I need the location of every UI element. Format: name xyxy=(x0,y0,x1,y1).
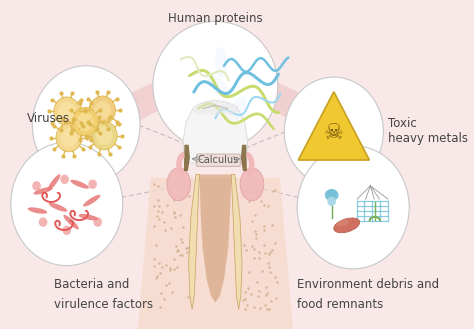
Ellipse shape xyxy=(334,218,360,233)
Circle shape xyxy=(32,181,41,190)
Ellipse shape xyxy=(70,180,89,189)
Text: Environment debris and: Environment debris and xyxy=(297,278,439,291)
Text: Human proteins: Human proteins xyxy=(168,12,263,25)
Ellipse shape xyxy=(79,214,98,220)
Ellipse shape xyxy=(64,215,79,229)
Circle shape xyxy=(90,96,116,124)
Polygon shape xyxy=(183,100,248,163)
Ellipse shape xyxy=(34,187,53,195)
Circle shape xyxy=(297,146,409,269)
Polygon shape xyxy=(200,174,231,303)
Polygon shape xyxy=(184,145,190,171)
Ellipse shape xyxy=(49,203,67,212)
Circle shape xyxy=(61,128,77,147)
Polygon shape xyxy=(231,174,242,309)
Polygon shape xyxy=(298,92,369,160)
Circle shape xyxy=(11,142,123,266)
Text: Viruses: Viruses xyxy=(27,112,70,125)
Polygon shape xyxy=(189,174,200,309)
Ellipse shape xyxy=(329,190,338,200)
Circle shape xyxy=(91,121,117,150)
Ellipse shape xyxy=(27,207,47,214)
Ellipse shape xyxy=(153,21,278,150)
Circle shape xyxy=(328,197,336,206)
Ellipse shape xyxy=(83,195,100,207)
Ellipse shape xyxy=(207,75,229,98)
Ellipse shape xyxy=(47,174,61,191)
Circle shape xyxy=(39,217,47,227)
Circle shape xyxy=(284,77,383,186)
Text: food remnants: food remnants xyxy=(297,298,383,311)
Ellipse shape xyxy=(226,97,246,123)
Circle shape xyxy=(77,113,94,131)
Circle shape xyxy=(60,175,69,184)
Circle shape xyxy=(96,126,113,145)
Circle shape xyxy=(58,102,75,120)
Ellipse shape xyxy=(326,189,336,199)
Text: Calculus: Calculus xyxy=(198,155,239,165)
Text: heavy metals: heavy metals xyxy=(388,132,468,145)
Ellipse shape xyxy=(240,168,264,201)
Ellipse shape xyxy=(215,47,227,78)
Text: virulence factors: virulence factors xyxy=(54,298,153,311)
Text: Bacteria and: Bacteria and xyxy=(54,278,129,291)
Circle shape xyxy=(93,217,102,227)
Text: Toxic: Toxic xyxy=(388,117,417,130)
Polygon shape xyxy=(138,178,293,329)
Polygon shape xyxy=(241,145,247,171)
Circle shape xyxy=(63,226,71,235)
Polygon shape xyxy=(191,100,239,115)
Circle shape xyxy=(32,66,140,184)
Circle shape xyxy=(73,108,98,136)
Ellipse shape xyxy=(167,168,191,201)
Circle shape xyxy=(56,123,82,152)
Ellipse shape xyxy=(336,220,349,226)
Circle shape xyxy=(88,180,97,189)
Circle shape xyxy=(94,101,111,119)
Circle shape xyxy=(54,97,80,125)
Ellipse shape xyxy=(325,190,334,200)
Text: ☠: ☠ xyxy=(324,123,344,143)
Ellipse shape xyxy=(328,189,337,199)
